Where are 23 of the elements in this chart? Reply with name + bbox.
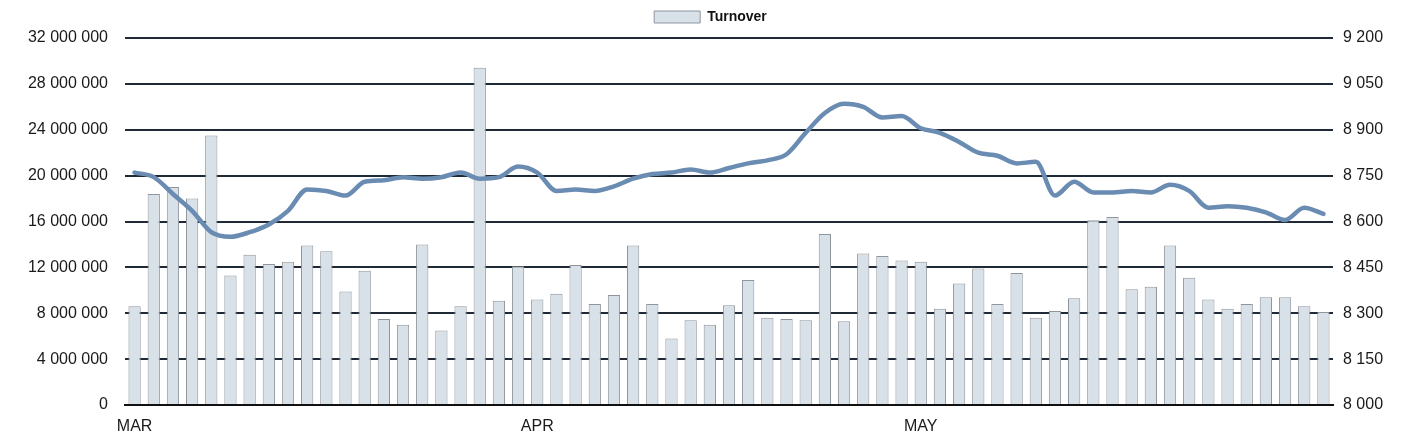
y2-tick-label: 9 200 xyxy=(1343,28,1384,46)
y-tick-label: 20 000 000 xyxy=(27,166,109,184)
y-tick-label: 8 000 000 xyxy=(36,303,109,321)
y-tick-label: 28 000 000 xyxy=(27,74,109,92)
y2-tick-label: 8 300 xyxy=(1343,303,1384,321)
x-tick-label: MAR xyxy=(116,417,153,435)
y-tick-label: 4 000 000 xyxy=(36,349,109,367)
y-tick-label: 0 xyxy=(99,395,109,413)
x-tick-label: MAY xyxy=(904,417,938,435)
x-tick-label: APR xyxy=(520,417,554,435)
y2-tick-label: 8 150 xyxy=(1343,349,1384,367)
y2-tick-label: 8 450 xyxy=(1343,257,1384,275)
legend-label: Turnover xyxy=(707,7,768,24)
y2-tick-label: 8 600 xyxy=(1343,211,1384,229)
y2-tick-label: 9 050 xyxy=(1343,74,1384,92)
y-tick-label: 12 000 000 xyxy=(27,257,109,275)
y2-tick-label: 8 000 xyxy=(1343,395,1384,413)
y-tick-label: 16 000 000 xyxy=(27,211,109,229)
y2-tick-label: 8 750 xyxy=(1343,166,1384,184)
y2-tick-label: 8 900 xyxy=(1343,120,1384,138)
line-series xyxy=(132,101,1326,240)
y-tick-label: 24 000 000 xyxy=(27,120,109,138)
y-tick-label: 32 000 000 xyxy=(27,28,109,46)
